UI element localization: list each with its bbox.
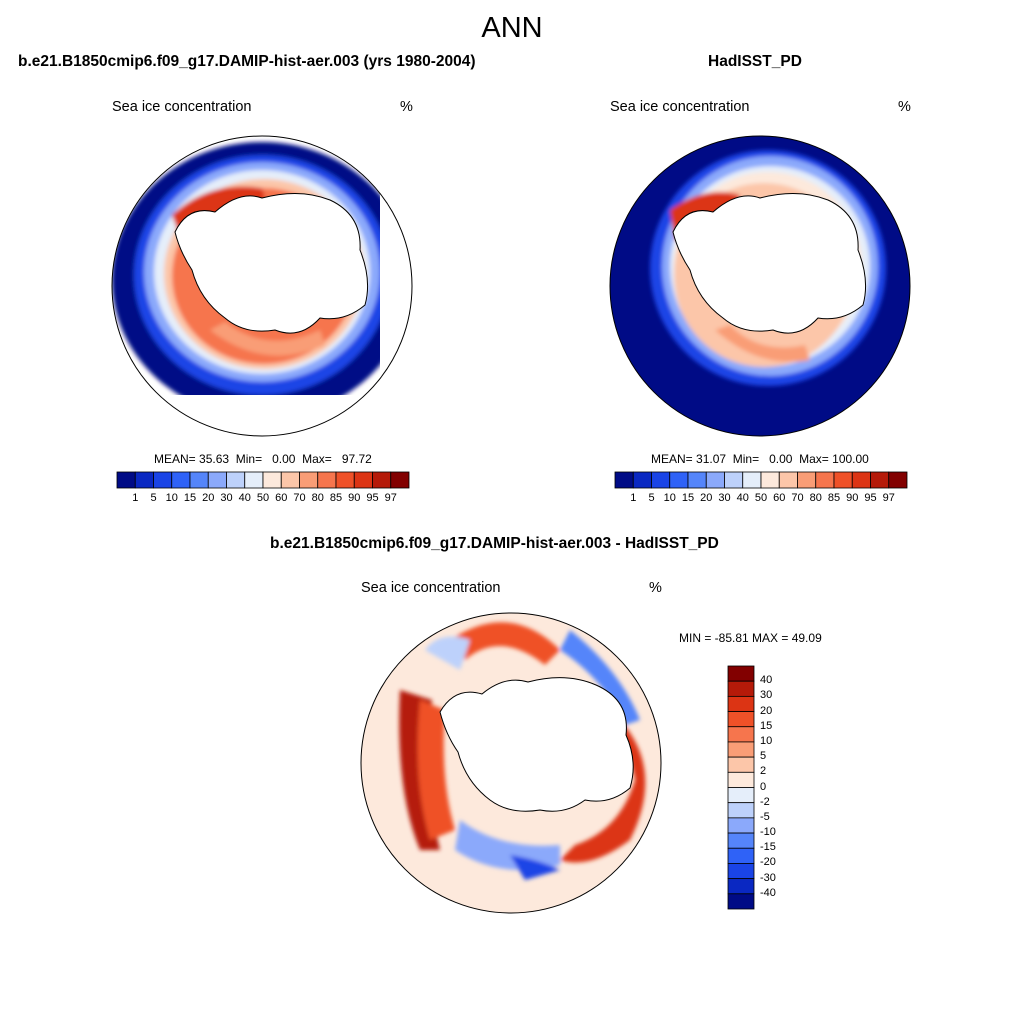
obs-colorbar-tick-label: 5 xyxy=(648,492,655,504)
figure-title: ANN xyxy=(481,12,543,44)
diff-colorbar-box xyxy=(727,817,755,834)
diff-colorbar-tick-label: 0 xyxy=(760,780,767,793)
diff-colorbar-box xyxy=(727,680,755,697)
model-colorbar-tick-label: 5 xyxy=(150,492,157,504)
diff-colorbar-box xyxy=(727,771,755,788)
diff-colorbar-box xyxy=(727,847,755,864)
diff-colorbar-box xyxy=(727,802,755,819)
model-colorbar-tick-label: 70 xyxy=(293,492,306,504)
model-colorbar-tick-label: 15 xyxy=(183,492,197,504)
diff-colorbar-box xyxy=(727,711,755,728)
obs-panel-title: HadISST_PD xyxy=(708,53,802,70)
model-stats: MEAN= 35.63 Min= 0.00 Max= 97.72 xyxy=(154,452,372,466)
diff-colorbar-tick-label: 40 xyxy=(760,674,773,687)
diff-colorbar-tick-label: 15 xyxy=(760,719,773,732)
diff-units-label: % xyxy=(649,580,662,596)
obs-colorbar-tick-label: 30 xyxy=(718,492,731,504)
diff-colorbar-tick-label: -10 xyxy=(760,826,776,839)
obs-colorbar-tick-label: 40 xyxy=(736,492,749,504)
obs-colorbar-tick-label: 60 xyxy=(773,492,786,504)
diff-map-border xyxy=(360,612,662,914)
diff-antarctica-coast xyxy=(439,677,634,812)
obs-colorbar-tick-label: 1 xyxy=(630,492,637,504)
model-colorbar-tick-label: 20 xyxy=(202,492,215,504)
obs-antarctica-coast xyxy=(672,192,867,334)
diff-colorbar-tick-label: 20 xyxy=(760,704,773,717)
model-colorbar-tick-label: 40 xyxy=(238,492,251,504)
model-colorbar-tick-label: 80 xyxy=(311,492,324,504)
obs-colorbar-tick-label: 90 xyxy=(846,492,859,504)
diff-colorbar-tick-label: -2 xyxy=(760,795,770,808)
obs-units-label: % xyxy=(898,99,911,115)
diff-colorbar-tick-label: -40 xyxy=(760,886,776,899)
model-colorbar-tick-label: 50 xyxy=(256,492,270,504)
model-map-border xyxy=(111,135,413,437)
model-variable-label: Sea ice concentration xyxy=(112,99,252,115)
diff-colorbar-tick-label: 30 xyxy=(760,689,773,702)
obs-colorbar-tick-label: 50 xyxy=(754,492,768,504)
model-colorbar-box xyxy=(390,471,410,489)
model-colorbar-tick-label: 90 xyxy=(348,492,361,504)
diff-colorbar-tick-label: -30 xyxy=(760,871,776,884)
diff-colorbar-box xyxy=(727,878,755,895)
model-colorbar-tick-label: 95 xyxy=(366,492,379,504)
obs-colorbar-tick-label: 20 xyxy=(700,492,713,504)
obs-colorbar-tick-label: 95 xyxy=(864,492,877,504)
model-colorbar-tick-label: 60 xyxy=(275,492,288,504)
model-colorbar-tick-label: 1 xyxy=(132,492,139,504)
obs-stats: MEAN= 31.07 Min= 0.00 Max= 100.00 xyxy=(651,452,869,466)
model-colorbar-tick-label: 10 xyxy=(165,492,178,504)
diff-colorbar-box xyxy=(727,726,755,743)
model-panel-title: b.e21.B1850cmip6.f09_g17.DAMIP-hist-aer.… xyxy=(18,53,476,70)
diff-variable-label: Sea ice concentration xyxy=(361,580,501,596)
obs-colorbar-tick-label: 97 xyxy=(882,492,895,504)
diff-colorbar-box xyxy=(727,832,755,849)
model-colorbar-tick-label: 97 xyxy=(384,492,397,504)
diff-colorbar-tick-label: -5 xyxy=(760,810,770,823)
diff-colorbar-tick-label: -20 xyxy=(760,856,776,869)
obs-colorbar-tick-label: 10 xyxy=(663,492,676,504)
diff-colorbar-tick-label: 2 xyxy=(760,765,767,778)
diff-colorbar-tick-label: 10 xyxy=(760,734,773,747)
obs-variable-label: Sea ice concentration xyxy=(610,99,750,115)
diff-colorbar-tick-label: 5 xyxy=(760,750,767,763)
model-colorbar-tick-label: 30 xyxy=(220,492,233,504)
diff-colorbar-box xyxy=(727,893,755,910)
diff-colorbar-box xyxy=(727,665,755,682)
diff-colorbar-box xyxy=(727,863,755,880)
diff-panel-title: b.e21.B1850cmip6.f09_g17.DAMIP-hist-aer.… xyxy=(270,535,719,552)
model-colorbar-tick-label: 85 xyxy=(329,492,343,504)
model-antarctica-coast xyxy=(174,192,369,334)
obs-colorbar-tick-label: 15 xyxy=(681,492,695,504)
obs-colorbar-tick-label: 85 xyxy=(827,492,841,504)
diff-colorbar-box xyxy=(727,787,755,804)
obs-colorbar-box xyxy=(888,471,908,489)
diff-colorbar-box xyxy=(727,756,755,773)
obs-map-border xyxy=(609,135,911,437)
diff-minmax: MIN = -85.81 MAX = 49.09 xyxy=(679,631,822,645)
model-units-label: % xyxy=(400,99,413,115)
diff-colorbar-tick-label: -15 xyxy=(760,841,776,854)
obs-colorbar-tick-label: 70 xyxy=(791,492,804,504)
obs-colorbar-tick-label: 80 xyxy=(809,492,822,504)
diff-colorbar-box xyxy=(727,741,755,758)
diff-colorbar-box xyxy=(727,695,755,712)
